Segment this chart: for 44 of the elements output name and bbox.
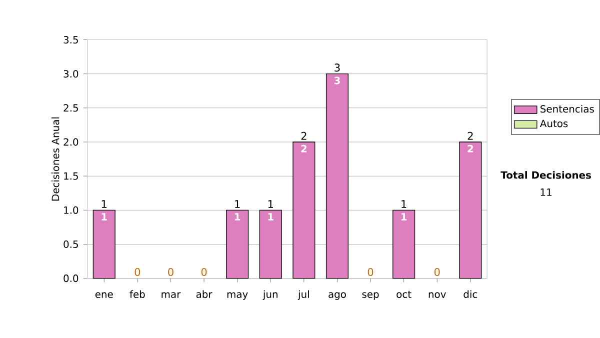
data-label: 2 — [301, 144, 307, 152]
x-tick-label: oct — [396, 290, 412, 298]
data-label: 1 — [268, 213, 274, 220]
total-label: 0 — [201, 268, 207, 276]
x-tick-label: may — [227, 292, 248, 300]
x-tick-label: ene — [95, 292, 113, 298]
y-tick-label: 3.0 — [64, 70, 78, 78]
data-label: 1 — [234, 213, 240, 220]
total-label: 0 — [134, 268, 140, 276]
data-label: 1 — [102, 213, 107, 220]
x-tick-label: dic — [464, 290, 478, 298]
y-tick-label: 0.5 — [64, 240, 78, 248]
data-label: 3 — [334, 76, 340, 84]
total-label: 0 — [368, 268, 374, 276]
total-label: 1 — [402, 200, 406, 208]
total-label: 3 — [334, 64, 340, 72]
legend-label: Sentencias — [540, 104, 594, 113]
text: Total Decisiones — [500, 171, 591, 179]
y-tick-label: 0.0 — [64, 274, 78, 282]
text: 11 — [540, 188, 552, 196]
x-tick-label: jun — [262, 290, 278, 300]
total-label: 1 — [102, 200, 107, 208]
total-label: 2 — [301, 132, 306, 140]
legend-label: Autos — [540, 120, 568, 128]
y-tick-label: 2.0 — [64, 138, 78, 146]
y-tick-label: 3.5 — [64, 36, 78, 44]
data-label: 1 — [401, 213, 407, 220]
total-label: 1 — [235, 200, 240, 208]
total-label: 1 — [268, 200, 274, 208]
x-tick-label: jul — [298, 290, 309, 300]
y-tick-label: 1.5 — [64, 172, 78, 180]
x-tick-label: sep — [362, 292, 379, 300]
data-label: 2 — [468, 144, 474, 152]
y-axis-title: Decisiones Anual — [52, 117, 60, 201]
x-tick-label: feb — [130, 290, 145, 298]
total-label: 0 — [434, 268, 440, 276]
x-tick-label: abr — [196, 290, 212, 298]
y-tick-label: 1.0 — [64, 206, 78, 214]
x-tick-label: nov — [428, 292, 446, 298]
total-label: 2 — [468, 132, 473, 140]
total-label: 0 — [168, 268, 174, 276]
x-tick-label: ago — [328, 292, 346, 300]
y-tick-label: 2.5 — [64, 104, 78, 112]
x-tick-label: mar — [162, 292, 181, 298]
